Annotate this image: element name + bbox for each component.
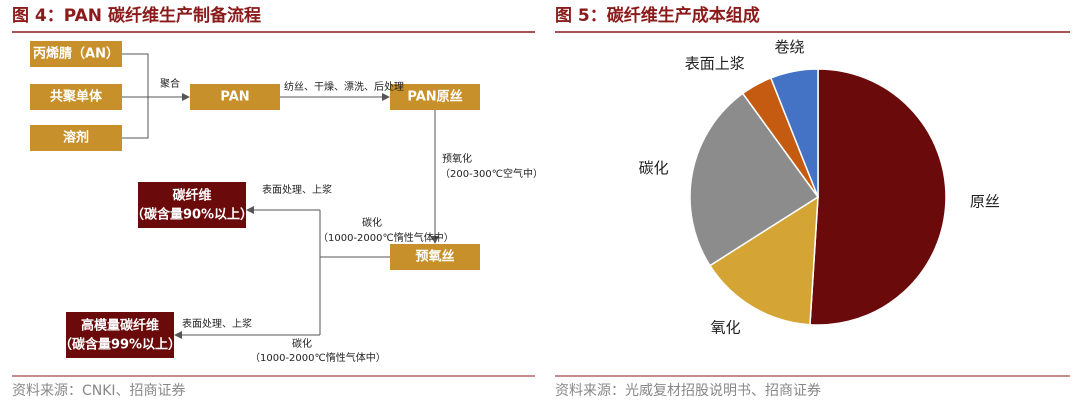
node-box: [30, 84, 122, 110]
slice-label: 原丝: [970, 192, 1000, 210]
source: 资料来源：光威复材招股说明书、招商证券: [555, 382, 821, 399]
pie-slice: [689, 92, 820, 267]
node-label: PAN: [220, 90, 249, 105]
edge-label: 预氧化: [442, 152, 472, 165]
slice-label: 碳化: [639, 159, 669, 177]
edge-label: 表面处理、上浆: [262, 183, 332, 196]
edge-label: 碳化: [362, 216, 382, 229]
pie-slice: [809, 68, 947, 326]
node-label: 溶剂: [63, 130, 89, 146]
flow-lines: [122, 53, 439, 339]
node-label: 丙烯腈（AN）: [33, 46, 119, 62]
product-sublabel: （碳含量99%以上）: [59, 337, 181, 353]
slice-label: 卷绕: [775, 38, 805, 56]
slice-label: 氧化: [711, 318, 741, 336]
chart-title: 图 5：碳纤维生产成本组成: [555, 5, 760, 26]
product-box: [66, 312, 174, 358]
slice-label: 表面上浆: [685, 54, 745, 72]
product-label: 高模量碳纤维: [81, 318, 159, 334]
node-label: PAN原丝: [407, 89, 462, 105]
node-box: [30, 125, 122, 151]
source: 资料来源：CNKI、招商证券: [12, 383, 186, 399]
edge-label: 碳化: [292, 337, 312, 350]
pie-slice: [769, 68, 819, 198]
edge-label: 聚合: [160, 77, 180, 90]
pie-slice: [708, 195, 819, 326]
node-box: [30, 41, 122, 67]
edge-label: （1000-2000℃惰性气体中）: [318, 231, 454, 244]
edge-label: 表面处理、上浆: [182, 317, 252, 330]
edge-label: （1000-2000℃惰性气体中）: [250, 351, 386, 364]
edge-label: （200-300℃空气中）: [440, 167, 543, 180]
node-box: [390, 244, 480, 270]
product-box: [138, 182, 246, 228]
edge-label: 纺丝、干燥、漂洗、后处理: [284, 80, 404, 93]
node-box: [390, 84, 480, 110]
node-label: 预氧丝: [415, 249, 454, 265]
figure-title: 图 4：PAN 碳纤维生产制备流程: [12, 5, 261, 26]
node-label: 共聚单体: [50, 89, 103, 105]
product-sublabel: （碳含量90%以上）: [131, 207, 253, 223]
product-label: 碳纤维: [172, 188, 211, 204]
node-box: [190, 84, 280, 110]
